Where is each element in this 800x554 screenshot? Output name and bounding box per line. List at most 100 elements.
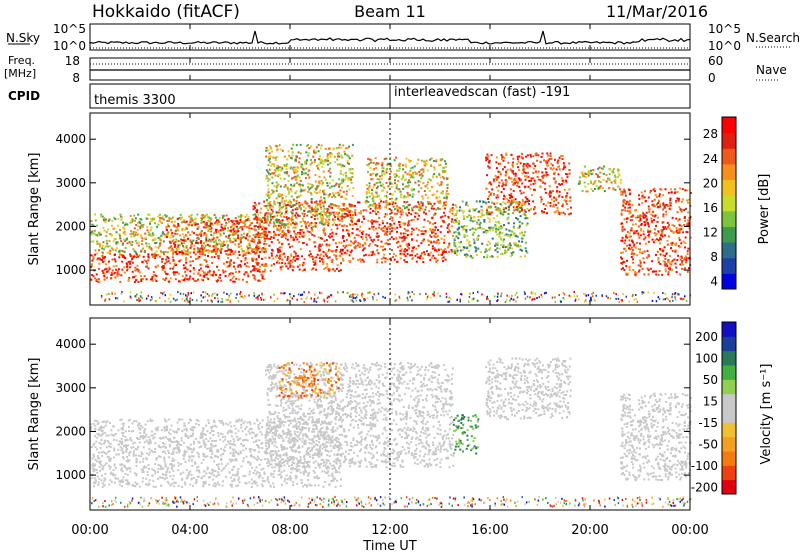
range-cell: [336, 158, 339, 161]
range-cell: [664, 268, 667, 271]
range-cell: [392, 252, 395, 255]
range-cell: [440, 225, 443, 228]
range-cell: [277, 194, 280, 197]
range-cell: [348, 168, 351, 171]
range-cell: [485, 159, 488, 162]
range-cell: [673, 192, 676, 195]
range-cell: [420, 201, 423, 204]
range-cell: [106, 242, 109, 245]
range-cell: [91, 230, 94, 233]
range-cell: [441, 215, 444, 218]
range-cell: [307, 190, 310, 193]
range-cell: [189, 218, 192, 221]
range-cell: [490, 154, 493, 157]
range-cell: [550, 191, 553, 194]
range-cell: [341, 212, 344, 215]
range-cell: [219, 239, 222, 242]
range-cell: [246, 234, 248, 237]
range-cell: [97, 267, 100, 270]
range-cell: [316, 185, 319, 188]
range-cell: [684, 242, 687, 245]
range-cell: [278, 173, 281, 176]
range-cell: [408, 211, 410, 214]
range-cell: [344, 246, 346, 249]
range-cell: [496, 295, 499, 298]
range-cell: [299, 229, 302, 231]
range-cell: [318, 247, 320, 250]
range-cell: [264, 268, 267, 271]
range-cell: [172, 251, 175, 254]
range-cell: [506, 294, 508, 297]
range-cell: [102, 218, 105, 221]
range-cell: [163, 291, 165, 294]
range-cell: [394, 227, 396, 230]
range-cell: [565, 180, 568, 183]
range-cell: [681, 209, 684, 212]
range-cell: [208, 245, 211, 248]
range-cell: [287, 243, 290, 246]
range-cell: [685, 199, 688, 202]
range-cell: [438, 173, 441, 176]
range-cell: [439, 253, 442, 256]
range-cell: [197, 237, 200, 240]
range-cell: [602, 172, 605, 175]
range-cell: [621, 236, 624, 239]
range-cell: [498, 226, 501, 229]
range-cell: [483, 256, 486, 259]
range-cell: [329, 268, 332, 271]
range-cell: [324, 233, 327, 236]
range-cell: [302, 235, 305, 238]
range-cell: [509, 255, 512, 258]
range-cell: [189, 270, 192, 273]
range-cell: [242, 220, 245, 223]
range-cell: [638, 220, 641, 223]
range-cell: [246, 219, 249, 222]
range-cell: [408, 244, 410, 246]
freq-label-2: [MHz]: [4, 67, 36, 80]
range-cell: [327, 196, 330, 198]
range-cell: [329, 162, 332, 165]
range-cell: [222, 229, 225, 232]
range-cell: [293, 167, 295, 170]
range-cell: [185, 298, 187, 301]
range-cell: [127, 278, 130, 281]
range-cell: [134, 233, 137, 236]
range-cell: [383, 158, 386, 161]
range-cell: [293, 171, 296, 174]
range-cell: [481, 214, 484, 217]
range-cell: [676, 231, 679, 234]
range-cell: [99, 233, 102, 236]
range-cell: [291, 245, 294, 248]
range-cell: [687, 222, 690, 225]
range-cell: [341, 220, 344, 223]
range-cell: [458, 233, 461, 236]
range-cell: [542, 181, 545, 184]
range-cell: [331, 205, 333, 208]
range-cell: [120, 253, 123, 256]
range-cell: [390, 230, 393, 233]
range-cell: [435, 241, 438, 244]
range-cell: [334, 216, 337, 218]
range-cell: [625, 202, 628, 205]
range-cell: [620, 299, 623, 302]
range-cell: [177, 291, 179, 294]
range-cell: [439, 200, 442, 203]
range-cell: [177, 229, 179, 232]
range-cell: [669, 204, 672, 207]
range-cell: [652, 203, 655, 206]
range-cell: [345, 174, 348, 177]
range-cell: [496, 208, 498, 211]
range-cell: [652, 204, 655, 207]
range-cell: [178, 250, 181, 253]
range-cell: [314, 261, 317, 264]
range-cell: [378, 205, 381, 208]
range-cell: [183, 279, 186, 282]
range-cell: [262, 229, 265, 232]
range-cell: [230, 239, 233, 242]
range-cell: [486, 209, 488, 212]
range-cell: [523, 171, 526, 174]
range-cell: [285, 209, 288, 212]
range-cell: [212, 293, 214, 295]
range-cell: [216, 280, 218, 283]
range-cell: [342, 229, 344, 232]
